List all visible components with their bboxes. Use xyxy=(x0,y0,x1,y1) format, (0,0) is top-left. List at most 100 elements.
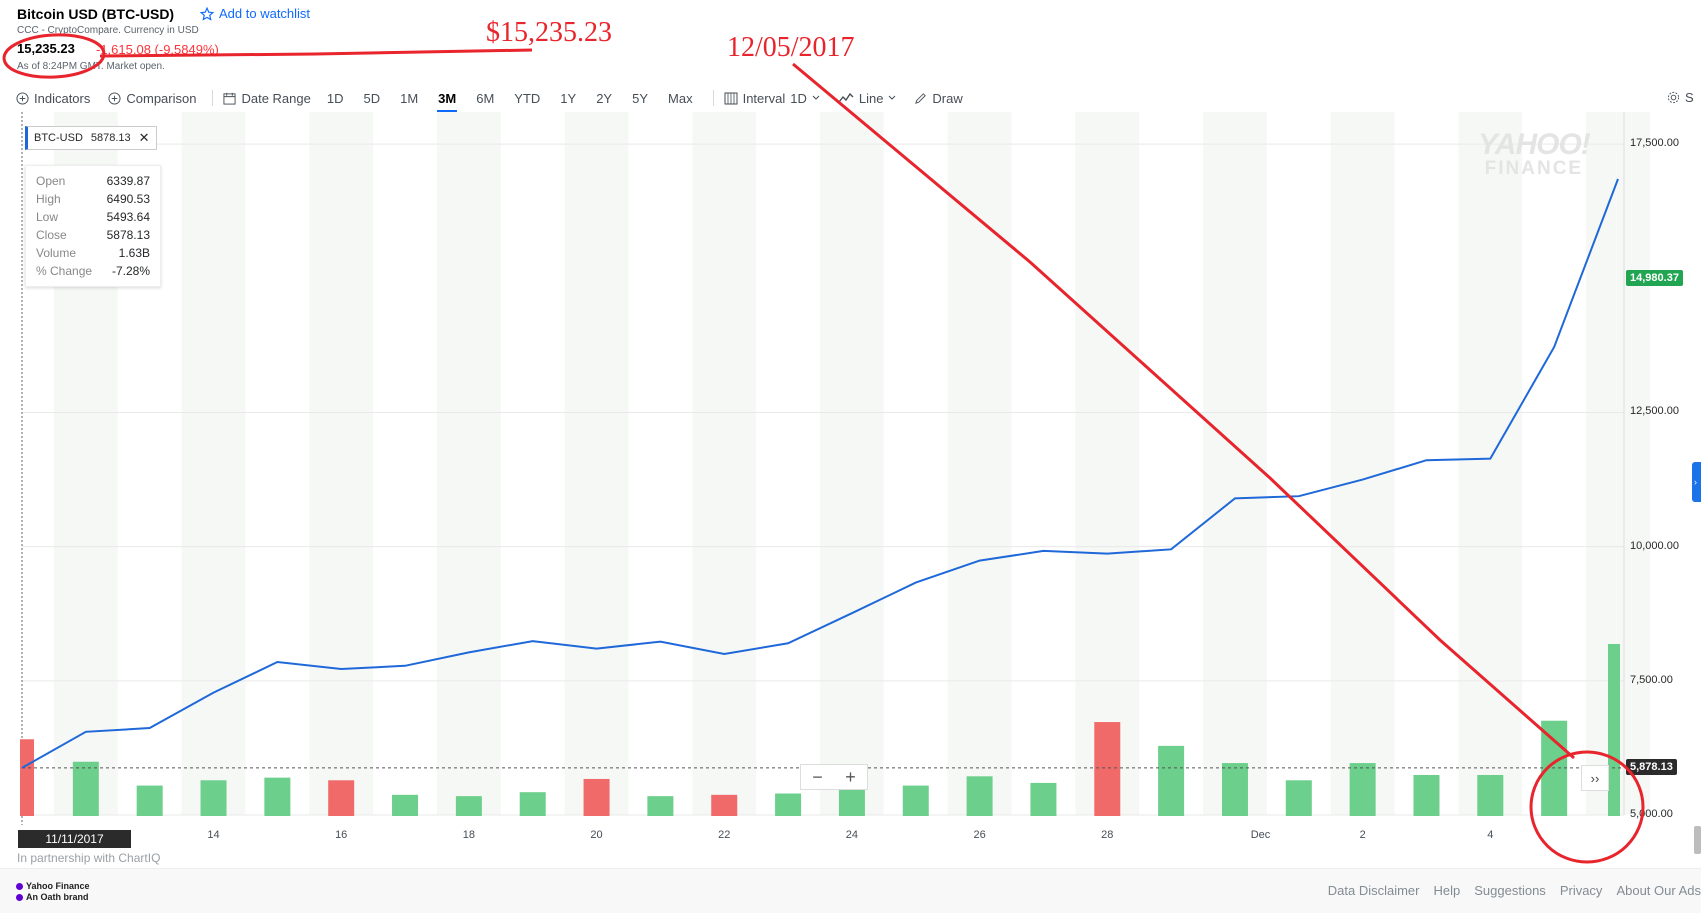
range-1d-button[interactable]: 1D xyxy=(326,90,344,106)
y-tick-label: 10,000.00 xyxy=(1630,539,1679,552)
chevron-down-icon xyxy=(812,95,820,101)
ohlc-row: % Change -7.28% xyxy=(36,262,150,280)
ohlc-row: High 6490.53 xyxy=(36,190,150,208)
volume-bar xyxy=(1349,763,1376,816)
footer-link[interactable]: Data Disclaimer xyxy=(1327,883,1420,898)
price-chart[interactable] xyxy=(0,112,1701,832)
range-6m-button[interactable]: 6M xyxy=(476,90,495,106)
volume-bar xyxy=(583,778,610,816)
close-icon[interactable]: ✕ xyxy=(138,130,150,145)
page-scrollbar-thumb[interactable] xyxy=(1694,826,1701,854)
toolbar-divider xyxy=(212,90,214,106)
x-tick-label: 26 xyxy=(973,829,986,841)
footer xyxy=(0,868,1701,913)
volume-bar xyxy=(1477,774,1504,816)
quote-source: CCC - CryptoCompare. Currency in USD xyxy=(17,25,199,36)
date-range-button[interactable]: Date Range xyxy=(223,91,311,106)
footer-link[interactable]: About Our Ads xyxy=(1616,883,1701,898)
crosshair-price-badge: 5,878.13 xyxy=(1626,758,1677,775)
day-band xyxy=(1330,112,1395,815)
add-to-watchlist-link[interactable]: Add to watchlist xyxy=(200,6,310,21)
ohlc-row: Low 5493.64 xyxy=(36,208,150,226)
volume-bar xyxy=(72,761,99,816)
line-chart-icon xyxy=(838,92,854,104)
side-panel-tab[interactable]: › xyxy=(1692,462,1701,502)
volume-bar xyxy=(455,796,482,816)
comparison-label: Comparison xyxy=(126,90,197,106)
date-annotation-text: 12/05/2017 xyxy=(727,32,855,63)
x-tick-label: Dec xyxy=(1250,829,1271,841)
indicators-button[interactable]: Indicators xyxy=(16,91,90,106)
x-tick-label: 28 xyxy=(1101,829,1114,841)
volume-bar xyxy=(392,794,419,816)
zoom-controls: − + xyxy=(800,764,868,790)
range-5y-button[interactable]: 5Y xyxy=(632,90,649,106)
current-price-badge: 14,980.37 xyxy=(1626,270,1683,287)
ohlc-value: 5493.64 xyxy=(106,210,150,224)
price-annotation-text: $15,235.23 xyxy=(486,17,612,48)
volume-bar xyxy=(775,793,802,816)
zoom-out-button[interactable]: − xyxy=(812,766,823,787)
volume-bar xyxy=(1158,745,1185,816)
chevron-right-icon: › xyxy=(1694,477,1697,487)
footer-link[interactable]: Privacy xyxy=(1559,883,1603,898)
brand-line1: Yahoo Finance xyxy=(26,881,90,891)
plus-circle-icon xyxy=(108,91,121,105)
footer-link[interactable]: Suggestions xyxy=(1474,883,1546,898)
star-icon xyxy=(200,6,214,21)
range-1y-button[interactable]: 1Y xyxy=(560,90,577,106)
volume-bar xyxy=(966,776,993,816)
footer-link[interactable]: Help xyxy=(1433,883,1461,898)
watermark-line1: YAHOO! xyxy=(1478,128,1591,161)
chart-toolbar: Indicators Comparison Date Range 1D 5D 1M 3… xyxy=(16,88,963,113)
chart-type-dropdown[interactable]: Line xyxy=(838,91,897,106)
crosshair-date-badge: 11/11/2017 xyxy=(18,830,131,848)
interval-value: 1D xyxy=(790,90,807,106)
volume-bar xyxy=(902,785,929,816)
x-tick-label: 4 xyxy=(1487,829,1494,841)
comparison-button[interactable]: Comparison xyxy=(108,91,196,106)
plus-circle-icon xyxy=(16,91,29,105)
yahoo-finance-watermark: YAHOO! FINANCE xyxy=(1478,128,1591,180)
volume-bar xyxy=(20,739,34,816)
ohlc-row: Close 5878.13 xyxy=(36,226,150,244)
interval-dropdown[interactable]: Interval 1D xyxy=(724,91,820,106)
volume-bar xyxy=(200,780,227,816)
series-legend[interactable]: BTC-USD 5878.13 ✕ xyxy=(25,126,157,150)
y-tick-label: 7,500.00 xyxy=(1630,673,1673,686)
double-chevron-right-icon: ›› xyxy=(1590,770,1600,786)
settings-button[interactable]: S xyxy=(1667,90,1694,105)
indicators-label: Indicators xyxy=(34,90,91,106)
watchlist-label: Add to watchlist xyxy=(219,6,311,21)
ohlc-value: 1.63B xyxy=(118,246,150,260)
scroll-to-latest-button[interactable]: ›› xyxy=(1581,765,1609,791)
quote-title: Bitcoin USD (BTC-USD) xyxy=(17,6,175,22)
x-tick-label: 24 xyxy=(845,829,859,841)
range-1m-button[interactable]: 1M xyxy=(400,90,419,106)
interval-icon xyxy=(724,92,738,105)
day-band xyxy=(947,112,1012,815)
ohlc-key: % Change xyxy=(36,264,93,278)
ohlc-row: Open 6339.87 xyxy=(36,172,150,190)
range-3m-button[interactable]: 3M xyxy=(428,91,466,113)
range-2y-button[interactable]: 2Y xyxy=(596,90,613,106)
volume-bar xyxy=(711,794,738,816)
yahoo-finance-brand[interactable]: Yahoo Finance An Oath brand xyxy=(16,881,90,903)
range-ytd-button[interactable]: YTD xyxy=(514,90,541,106)
volume-bar xyxy=(647,796,674,816)
legend-symbol: BTC-USD xyxy=(34,132,83,144)
ohlc-key: Open xyxy=(36,174,66,188)
x-tick-label: 18 xyxy=(462,829,475,841)
range-max-button[interactable]: Max xyxy=(668,90,693,106)
interval-label: Interval xyxy=(742,90,786,106)
volume-bar xyxy=(1221,763,1248,816)
volume-bar xyxy=(264,777,291,816)
range-5d-button[interactable]: 5D xyxy=(363,90,381,106)
draw-button[interactable]: Draw xyxy=(914,90,963,106)
chart-type-label: Line xyxy=(858,90,884,106)
ohlc-row: Volume 1.63B xyxy=(36,244,150,262)
zoom-in-button[interactable]: + xyxy=(845,766,856,787)
draw-label: Draw xyxy=(932,90,963,106)
footer-links: Data Disclaimer Help Suggestions Privacy Abo… xyxy=(1328,883,1701,898)
